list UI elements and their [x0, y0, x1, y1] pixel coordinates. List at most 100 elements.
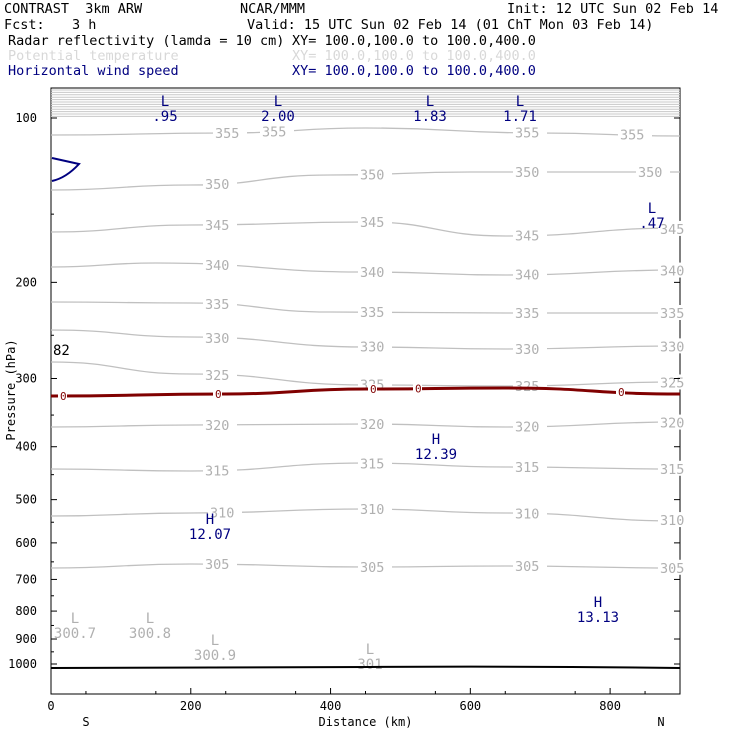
field-name-theta: Potential temperature	[8, 48, 179, 64]
theta-label-310: 310	[515, 506, 539, 522]
theta-label-315: 315	[360, 456, 384, 472]
theta-label-bg	[203, 366, 237, 382]
theta-label-bg	[203, 329, 237, 345]
theta-label-355: 355	[262, 125, 286, 141]
extremum-value: 12.39	[415, 447, 457, 463]
theta-label-340: 340	[660, 264, 684, 280]
endpoint-left: S	[82, 715, 89, 729]
theta-label-bg	[203, 295, 237, 311]
theta-label-bg	[358, 166, 392, 182]
extremum-letter: H	[206, 512, 214, 528]
y-tick-label: 600	[15, 536, 37, 550]
init-time: Init: 12 UTC Sun 02 Feb 14	[507, 1, 719, 17]
theta-label-bg	[513, 418, 547, 434]
theta-label-bg	[203, 556, 237, 572]
y-tick-label: 500	[15, 493, 37, 507]
theta-contour-350	[50, 171, 680, 191]
extremum-value: .47	[639, 216, 664, 232]
field-xy-wind: XY= 100.0,100.0 to 100.0,400.0	[292, 63, 536, 79]
y-tick-label: 100	[15, 111, 37, 125]
theta-label-bg	[203, 257, 237, 273]
fcst-label: Fcst:	[4, 17, 45, 33]
y-tick-label: 300	[15, 372, 37, 386]
extremum-value: 301	[357, 657, 382, 673]
theta-label-340: 340	[205, 258, 229, 274]
extremum-value: 12.07	[189, 527, 231, 543]
extremum-value: 1.83	[413, 109, 447, 125]
theta-label-310: 310	[660, 513, 684, 529]
freezing-label: 0	[415, 383, 422, 396]
theta-contours: 355 355 355 355 350 350 350 350 345 345 345 345 340 3…	[50, 123, 692, 577]
theta-label-320: 320	[660, 416, 684, 432]
extremum-letter: L	[161, 94, 169, 110]
theta-label-bg	[658, 374, 692, 390]
y-tick-label: 700	[15, 572, 37, 586]
theta-label-bg	[203, 216, 237, 232]
theta-label-bg	[358, 263, 392, 279]
theta-label-bg	[358, 558, 392, 574]
theta-label-355: 355	[620, 128, 644, 144]
extremum-value: .95	[152, 109, 177, 125]
field-name-wind: Horizontal wind speed	[8, 63, 179, 79]
x-tick-label: 600	[459, 699, 481, 713]
freezing-label-bg	[616, 386, 625, 397]
freezing-label-bg	[413, 383, 422, 394]
extremum-letter: L	[274, 94, 282, 110]
edge-value-label: 82	[53, 343, 70, 359]
theta-label-bg	[513, 558, 547, 574]
theta-label-345: 345	[660, 222, 684, 238]
x-tick-label: 800	[599, 699, 621, 713]
theta-label-bg	[203, 462, 237, 478]
freezing-label-bg	[58, 390, 67, 401]
freezing-label: 0	[370, 383, 377, 396]
freezing-label-bg	[368, 383, 377, 394]
freezing-level-line	[50, 386, 681, 398]
theta-label-bg	[513, 124, 547, 140]
theta-label-bg	[636, 164, 670, 179]
theta-label-bg	[358, 416, 392, 432]
x-tick-label: 400	[320, 699, 342, 713]
extremum-value: 1.71	[503, 109, 537, 125]
theta-label-bg	[513, 340, 547, 356]
theta-label-bg	[658, 414, 692, 430]
surface-line	[50, 665, 681, 669]
theta-label-bg	[513, 227, 547, 243]
freezing-label-bg	[213, 389, 222, 400]
y-axis-label: Pressure (hPa)	[4, 339, 18, 440]
theta-label-340: 340	[360, 265, 384, 281]
field-xy-theta: XY= 100.0,100.0 to 100.0,400.0	[292, 48, 536, 64]
valid-time: Valid: 15 UTC Sun 02 Feb 14 (01 ChT Mon …	[247, 17, 654, 33]
theta-label-bg	[203, 416, 237, 432]
theta-label-335: 335	[660, 306, 684, 322]
x-tick-label: 0	[47, 699, 54, 713]
freezing-label: 0	[215, 388, 222, 401]
extremum-letter: H	[594, 595, 602, 611]
theta-label-bg	[658, 220, 692, 236]
theta-label-bg	[358, 338, 392, 354]
extremum-value: 2.00	[261, 109, 295, 125]
theta-label-325: 325	[660, 375, 684, 391]
theta-contour-335	[50, 301, 680, 314]
extremum-value: 13.13	[577, 610, 619, 626]
theta-label-bg	[513, 505, 547, 521]
theta-label-305: 305	[515, 559, 539, 575]
theta-label-345: 345	[360, 215, 384, 231]
theta-label-bg	[513, 305, 547, 320]
theta-label-355: 355	[515, 125, 539, 141]
reflectivity-echo	[51, 157, 81, 182]
theta-label-310: 310	[360, 502, 384, 518]
theta-label-bg	[658, 262, 692, 278]
y-tick-label: 900	[15, 632, 37, 646]
y-tick-label: 400	[15, 440, 37, 454]
extremum-value: 300.7	[54, 626, 96, 642]
theta-label-305: 305	[205, 557, 229, 573]
theta-label-bg	[658, 460, 692, 476]
theta-label-330: 330	[205, 331, 229, 347]
extremum-letter: H	[432, 432, 440, 448]
theta-label-320: 320	[205, 418, 229, 434]
axes: 100 200 300 400 500 600 700 800 900 1000 0 200 400 60…	[4, 111, 680, 729]
field-xy-reflectivity: XY= 100.0,100.0 to 100.0,400.0	[292, 33, 536, 49]
freezing-label: 0	[60, 390, 67, 403]
theta-label-bg	[358, 455, 392, 471]
annotations: L.95L2.00L1.83L1.71L.47H12.39H12.07H13.1…	[53, 94, 665, 673]
